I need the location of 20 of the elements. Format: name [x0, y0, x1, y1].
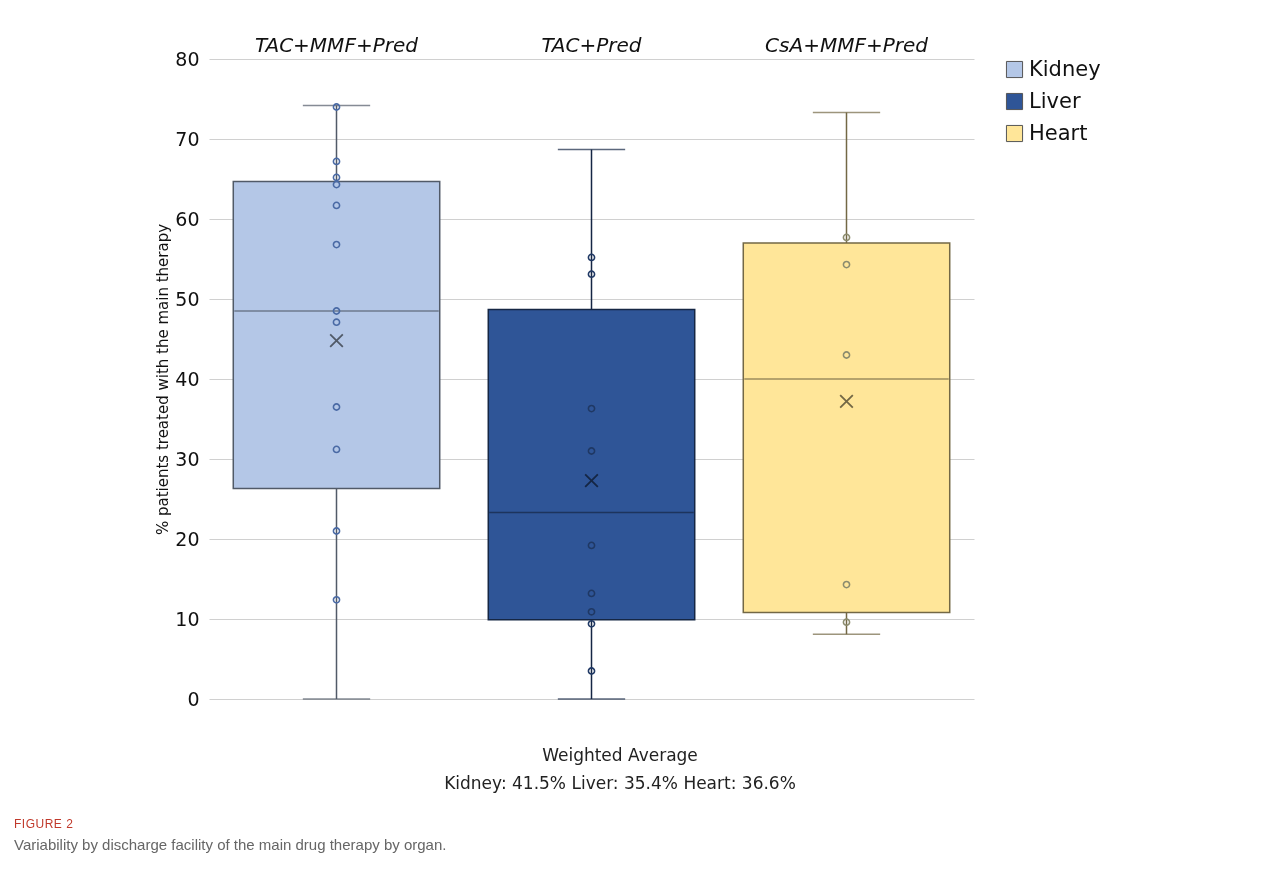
text: Variability by discharge facility of the main drug therapy by organ.	[14, 836, 447, 853]
y-axis-title: % patients treated with the main therapy	[154, 223, 173, 536]
legend-label: Heart	[1029, 120, 1088, 145]
x-tick-label: TAC+MMF+Pred	[255, 32, 419, 57]
y-tick-label: 30	[175, 447, 200, 470]
y-tick-label: 10	[175, 607, 200, 630]
caption: FIGURE 2	[14, 817, 74, 831]
text: Weighted Average	[541, 745, 699, 765]
y-tick-label: 40	[175, 367, 200, 390]
y-tick-label: 80	[175, 47, 200, 70]
y-tick-label: 60	[175, 207, 200, 230]
y-tick-label: 20	[175, 527, 200, 550]
text: Kidney: 41.5% Liver: 35.4% Heart: 36.6%	[443, 773, 797, 793]
x-tick-label: TAC+Pred	[541, 32, 642, 57]
legend-label: Kidney	[1029, 56, 1101, 81]
y-tick-label: 70	[175, 127, 200, 150]
y-tick-label: 50	[175, 287, 200, 310]
y-tick-label: 0	[187, 687, 200, 710]
x-tick-label: CsA+MMF+Pred	[765, 32, 929, 57]
legend-label: Liver	[1029, 88, 1081, 113]
